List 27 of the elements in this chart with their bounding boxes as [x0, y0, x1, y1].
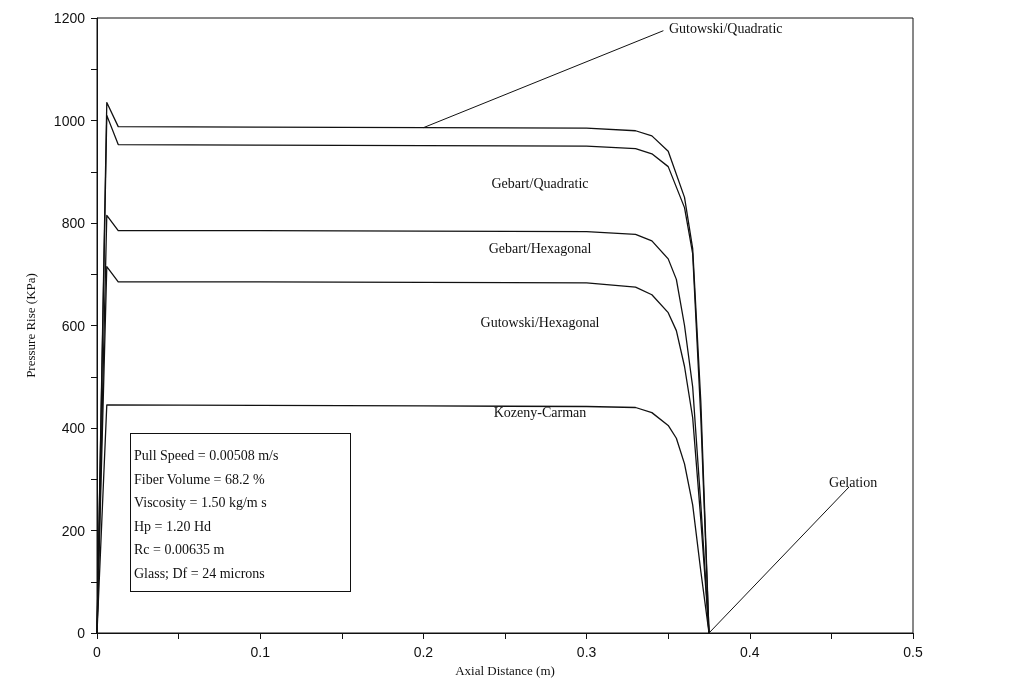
y-tick-label: 0: [77, 625, 86, 641]
annotation: Fiber Volume = 68.2 %: [134, 470, 266, 489]
text: Gebart/Quadratic: [491, 175, 589, 191]
annotation: Pull Speed = 0.00508 m/s: [134, 447, 280, 465]
annotation: Gelation: [829, 475, 878, 491]
y-tick-label: 600: [61, 317, 86, 334]
y-tick-label: 1200: [53, 10, 86, 26]
y-tick-label: 200: [61, 522, 86, 539]
x-tick-label: 0.4: [740, 644, 760, 660]
x-tick-label: 0.2: [413, 644, 434, 660]
annotation: Hp = 1.20 Hd: [134, 517, 213, 536]
x-tick-label: 0.5: [903, 644, 923, 660]
y-tick-label: 800: [61, 215, 86, 231]
x-tick-label: 0: [93, 644, 102, 660]
y-tick-label: 1000: [53, 112, 86, 129]
text: Gutowski/Quadratic: [668, 20, 783, 36]
y-axis-title: Pressure Rise (KPa): [23, 273, 38, 378]
series-label: Kozeny-Carman: [493, 404, 587, 420]
y-tick-label: 400: [61, 420, 86, 436]
annotation: Rc = 0.00635 m: [134, 541, 226, 559]
series-label: Gebart/Hexagonal: [488, 240, 592, 256]
annotation: Viscosity = 1.50 kg/m s: [134, 494, 268, 512]
text: Gutowski/Hexagonal: [480, 314, 600, 330]
x-tick-label: 0.3: [576, 644, 597, 660]
annotation: Glass; Df = 24 microns: [134, 564, 266, 583]
x-axis-title: Axial Distance (m): [455, 662, 555, 678]
x-tick-label: 0.1: [250, 644, 271, 660]
